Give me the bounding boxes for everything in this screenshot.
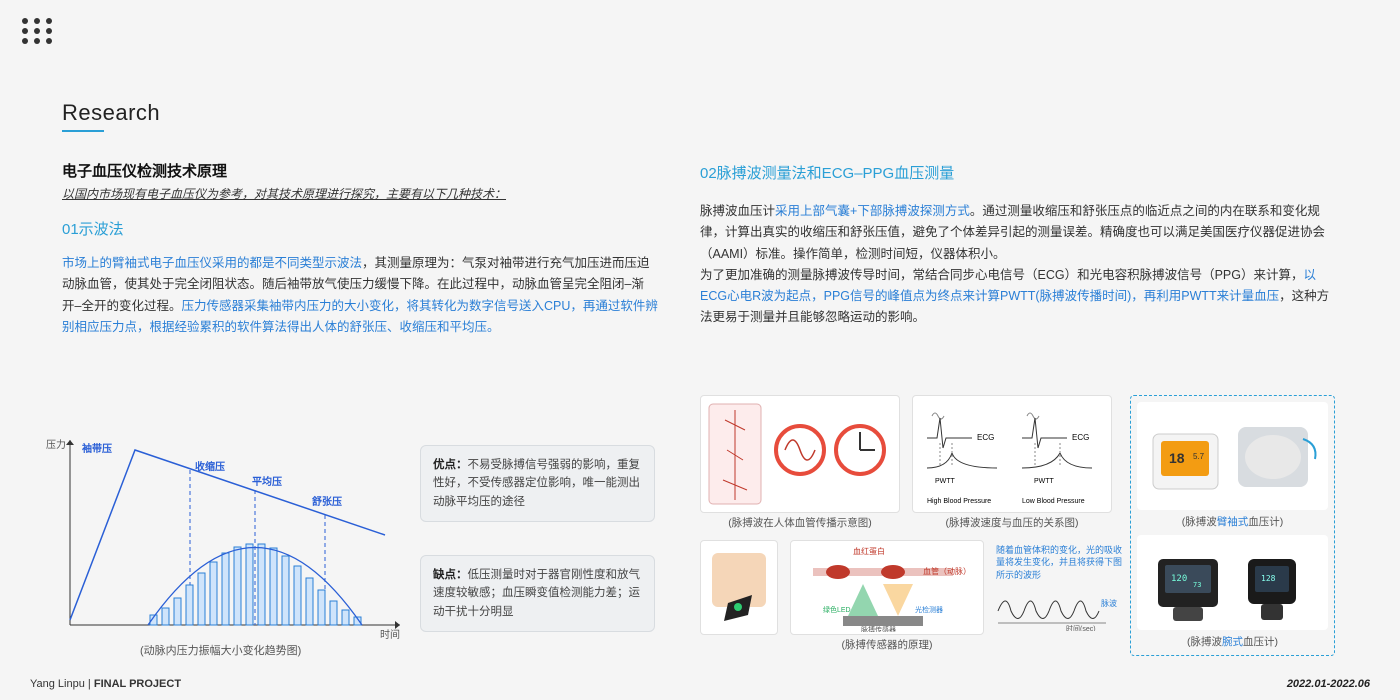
svg-text:High Blood Pressure: High Blood Pressure — [927, 498, 991, 505]
diagram-waveform-note: 随着血管体积的变化，光的吸收量将发生变化，并且将获得下图所示的波形 脉波 时间(… — [996, 540, 1124, 635]
cons-label: 缺点： — [433, 569, 468, 581]
section-01-body: 市场上的臂袖式电子血压仪采用的都是不同类型示波法，其测量原理为：气泵对袖带进行充… — [62, 253, 662, 338]
pros-label: 优点： — [433, 459, 468, 471]
diag3-note: 随着血管体积的变化，光的吸收量将发生变化，并且将获得下图所示的波形 — [996, 544, 1124, 582]
page-title: Research — [62, 100, 160, 126]
svg-text:128: 128 — [1261, 574, 1276, 583]
svg-text:平均压: 平均压 — [252, 475, 282, 488]
svg-text:时间(sec): 时间(sec) — [1066, 624, 1096, 631]
left-subtitle: 电子血压仪检测技术原理 — [62, 160, 662, 181]
diagram-row-2: 血红蛋白 血管（动脉） 绿色LED 光检测器 脉搏传感器 (脉搏传感器的原理) … — [700, 540, 1124, 635]
svg-text:舒张压: 舒张压 — [312, 495, 342, 508]
logo-dots — [22, 18, 54, 44]
diag1-caption: (脉搏波在人体血管传播示意图) — [701, 515, 899, 530]
footer-date: 2022.01-2022.06 — [1287, 678, 1370, 690]
svg-text:120: 120 — [1171, 574, 1187, 584]
diagram-row-1: (脉搏波在人体血管传播示意图) ECG PWTT High Blood Pres… — [700, 395, 1112, 513]
cons-box: 缺点：低压测量时对于器官刚性度和放气速度较敏感；血压瞬变值检测能力差；运动干扰十… — [420, 555, 655, 632]
svg-text:73: 73 — [1193, 581, 1201, 589]
device1-caption: (脉搏波臂袖式血压计) — [1137, 514, 1328, 529]
diagram-sensor-principle: 血红蛋白 血管（动脉） 绿色LED 光检测器 脉搏传感器 (脉搏传感器的原理) — [790, 540, 984, 635]
svg-text:5.7: 5.7 — [1193, 452, 1205, 461]
diag3-caption: (脉搏传感器的原理) — [791, 637, 983, 652]
diagram-body-propagation: (脉搏波在人体血管传播示意图) — [700, 395, 900, 513]
svg-text:PWTT: PWTT — [935, 478, 956, 485]
footer-author: Yang Linpu | FINAL PROJECT — [30, 678, 181, 690]
left-column: 电子血压仪检测技术原理 以国内市场现有电子血压仪为参考，对其技术原理进行探究，主… — [62, 160, 662, 338]
body-blue-1: 市场上的臂袖式电子血压仪采用的都是不同类型示波法 — [62, 256, 362, 270]
device-column: 18 5.7 (脉搏波臂袖式血压计) 120 73 128 (脉搏波腕式血压计) — [1130, 395, 1335, 656]
diag2-caption: (脉搏波速度与血压的关系图) — [913, 515, 1111, 530]
svg-text:光检测器: 光检测器 — [915, 605, 943, 614]
pros-box: 优点：不易受脉搏信号强弱的影响，重复性好，不受传感器定位影响，唯一能测出动脉平均… — [420, 445, 655, 522]
svg-text:时间: 时间 — [380, 628, 400, 641]
svg-text:ECG: ECG — [1072, 433, 1089, 442]
svg-text:ECG: ECG — [977, 433, 994, 442]
svg-text:血红蛋白: 血红蛋白 — [853, 546, 885, 556]
svg-text:18: 18 — [1169, 450, 1185, 466]
chart-caption: (动脉内压力振幅大小变化趋势图) — [140, 642, 301, 658]
svg-text:收缩压: 收缩压 — [195, 460, 225, 473]
diagram-ecg-pwtt: ECG PWTT High Blood Pressure ECG PWTT Lo… — [912, 395, 1112, 513]
svg-text:压力: 压力 — [46, 438, 66, 451]
oscillometric-chart: 压力 时间 袖带压 收缩压 平均压 舒张压 — [40, 430, 410, 650]
section-02-body: 脉搏波血压计采用上部气囊+下部脉搏波探测方式。通过测量收缩压和舒张压点的临近点之… — [700, 201, 1340, 329]
diagram-sensor-chip — [700, 540, 778, 635]
svg-text:脉波: 脉波 — [1101, 598, 1117, 608]
svg-text:血管（动脉）: 血管（动脉） — [923, 566, 971, 576]
svg-text:PWTT: PWTT — [1034, 478, 1055, 485]
device-arm-cuff: 18 5.7 — [1137, 402, 1328, 510]
svg-text:绿色LED: 绿色LED — [823, 605, 851, 614]
title-underline — [62, 130, 104, 132]
device-wrist: 120 73 128 — [1137, 535, 1328, 630]
section-01-title: 01示波法 — [62, 218, 662, 239]
svg-text:袖带压: 袖带压 — [81, 442, 112, 455]
svg-text:脉搏传感器: 脉搏传感器 — [861, 625, 896, 632]
svg-text:Low Blood Pressure: Low Blood Pressure — [1022, 498, 1085, 505]
right-column: 02脉搏波测量法和ECG–PPG血压测量 脉搏波血压计采用上部气囊+下部脉搏波探… — [700, 162, 1340, 329]
left-subtext: 以国内市场现有电子血压仪为参考，对其技术原理进行探究，主要有以下几种技术： — [62, 185, 662, 202]
device2-caption: (脉搏波腕式血压计) — [1137, 634, 1328, 649]
section-02-title: 02脉搏波测量法和ECG–PPG血压测量 — [700, 162, 1340, 183]
